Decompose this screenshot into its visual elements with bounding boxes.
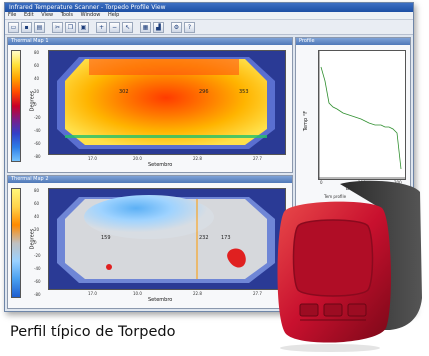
profile-pane-title: Profile (296, 38, 410, 45)
menu-file[interactable]: File (8, 12, 17, 18)
y-tick: 60 (34, 63, 40, 68)
top-yticks: 80 60 40 20 0 -20 -40 -60 -80 (34, 50, 46, 160)
x-tick: 22.8 (193, 291, 202, 296)
cursor-icon[interactable]: ↖ (122, 21, 133, 33)
menu-bar: File Edit View Tools Window Help (5, 12, 413, 20)
y-tick: -80 (34, 154, 41, 159)
y-tick: 40 (34, 214, 40, 219)
caption-text: Perfil típico de Torpedo (10, 324, 176, 340)
profile-ylabel: Temp °F (303, 110, 310, 132)
y-tick: 60 (34, 201, 40, 206)
x-tick: 17.0 (88, 156, 97, 161)
bottom-color-scale (11, 188, 21, 298)
x-tick: 27.7 (253, 156, 262, 161)
y-tick: 0 (34, 102, 37, 107)
region-label: 173 (221, 235, 231, 241)
window-title: Infrared Temperature Scanner - Torpedo P… (5, 3, 413, 12)
toolbar: ▭ ▪ ▤ ✂ ❐ ▣ + − ↖ ▦ ▟ ⚙ ? (5, 20, 413, 35)
x-tick: 20.0 (133, 156, 142, 161)
y-tick: 80 (34, 188, 40, 193)
help-icon[interactable]: ? (184, 21, 195, 33)
top-thermal-image: 302 296 353 (49, 51, 285, 154)
scanner-device-image (277, 180, 422, 352)
menu-window[interactable]: Window (80, 12, 101, 18)
x-tick: 17.0 (88, 291, 97, 296)
top-color-scale (11, 50, 21, 162)
top-xlabel: Setembro (148, 162, 173, 168)
y-tick: -60 (34, 279, 41, 284)
y-tick: -40 (34, 128, 41, 133)
y-tick: 0 (34, 240, 37, 245)
x-tick: 10.0 (133, 291, 142, 296)
bottom-thermal-plot[interactable]: 159 232 173 (48, 188, 286, 290)
bottom-thermal-image: 159 232 173 (49, 189, 285, 289)
menu-edit[interactable]: Edit (23, 12, 34, 18)
bottom-pane-title: Thermal Map 2 (8, 176, 292, 183)
x-tick: 22.8 (193, 156, 202, 161)
zoom-out-icon[interactable]: − (109, 21, 120, 33)
zoom-in-icon[interactable]: + (96, 21, 107, 33)
y-tick: -80 (34, 292, 41, 297)
y-tick: 40 (34, 76, 40, 81)
region-label: 232 (199, 235, 209, 241)
x-tick: 27.7 (253, 291, 262, 296)
top-pane-title: Thermal Map 1 (8, 38, 292, 45)
bottom-thermal-pane: Thermal Map 2 Degrees 80 60 40 20 0 -20 … (7, 175, 293, 309)
bottom-xlabel: Setembro (148, 297, 173, 303)
hot-label: 302 (119, 89, 129, 95)
profile-legend: Tem profile (324, 194, 347, 199)
y-tick: -20 (34, 253, 41, 258)
grid-icon[interactable]: ▦ (140, 21, 151, 33)
profile-plot[interactable] (318, 50, 406, 180)
cut-icon[interactable]: ✂ (52, 21, 63, 33)
settings-icon[interactable]: ⚙ (171, 21, 182, 33)
menu-help[interactable]: Help (107, 12, 120, 18)
y-tick: -40 (34, 266, 41, 271)
top-thermal-plot[interactable]: 302 296 353 (48, 50, 286, 155)
paste-icon[interactable]: ▣ (78, 21, 89, 33)
y-tick: -20 (34, 115, 41, 120)
y-tick: 20 (34, 227, 40, 232)
region-label: 159 (101, 235, 111, 241)
profile-line-chart (319, 51, 405, 179)
print-icon[interactable]: ▤ (34, 21, 45, 33)
bottom-yticks: 80 60 40 20 0 -20 -40 -60 -80 (34, 188, 46, 297)
x-tick: 0 (320, 180, 323, 185)
top-thermal-pane: Thermal Map 1 Degrees 80 60 40 20 0 -20 … (7, 37, 293, 173)
y-tick: 20 (34, 89, 40, 94)
y-tick: -60 (34, 141, 41, 146)
save-icon[interactable]: ▪ (21, 21, 32, 33)
chart-icon[interactable]: ▟ (153, 21, 164, 33)
copy-icon[interactable]: ❐ (65, 21, 76, 33)
scanner-app-window: Infrared Temperature Scanner - Torpedo P… (4, 2, 414, 312)
hot-label: 353 (239, 89, 249, 95)
menu-view[interactable]: View (41, 12, 54, 18)
profile-pane: Profile Temp °F 0 100 200 Degrees Tem pr… (295, 37, 411, 207)
open-icon[interactable]: ▭ (8, 21, 19, 33)
menu-tools[interactable]: Tools (60, 12, 74, 18)
x-tick: 200 (394, 180, 402, 185)
hot-label: 296 (199, 89, 209, 95)
y-tick: 80 (34, 50, 40, 55)
